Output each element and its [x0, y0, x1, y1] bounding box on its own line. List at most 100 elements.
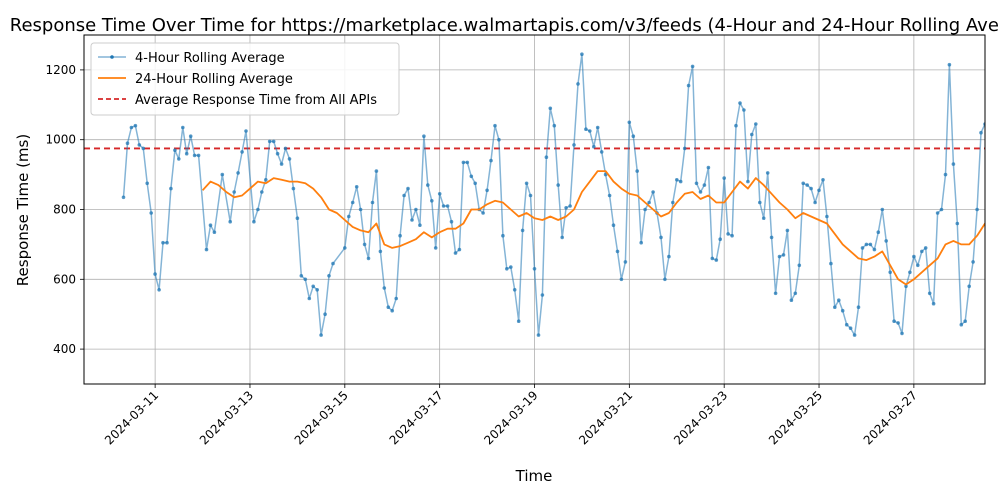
data-point-4h [552, 123, 557, 128]
data-point-4h [710, 256, 715, 261]
data-point-4h [813, 200, 817, 205]
data-point-4h [785, 228, 790, 233]
data-point-4h [169, 186, 173, 191]
data-point-4h [271, 139, 276, 144]
data-point-4h [607, 193, 612, 198]
data-point-4h [422, 134, 426, 138]
data-point-4h [382, 286, 387, 290]
data-point-4h [754, 122, 758, 126]
data-point-4h [485, 188, 489, 193]
data-point-4h [497, 137, 501, 142]
data-point-4h [667, 254, 671, 259]
data-point-4h [576, 82, 580, 86]
data-point-4h [833, 305, 837, 310]
data-point-4h [592, 144, 596, 149]
data-point-4h [927, 291, 932, 296]
data-point-4h [520, 228, 525, 233]
data-point-4h [441, 204, 446, 208]
series-24h-line [201, 170, 985, 286]
data-point-4h [536, 333, 541, 337]
data-point-4h [856, 305, 861, 310]
data-point-4h [208, 223, 213, 227]
data-point-4h [647, 200, 651, 205]
data-point-4h [524, 181, 529, 186]
data-point-4h [588, 129, 592, 133]
data-point-4h [844, 322, 849, 327]
data-point-4h [236, 171, 240, 175]
data-point-4h [347, 214, 351, 219]
data-point-4h [904, 284, 908, 289]
data-point-4h [837, 298, 841, 303]
data-point-4h [437, 192, 442, 196]
data-point-4h [177, 157, 181, 161]
data-point-4h [370, 200, 375, 205]
data-point-4h [805, 183, 809, 187]
y-tick-label: 800 [53, 203, 76, 217]
data-point-4h [260, 190, 264, 194]
data-point-4h [410, 218, 414, 222]
data-point-4h [951, 162, 956, 166]
data-point-4h [544, 155, 549, 159]
data-point-4h [366, 256, 371, 261]
data-point-4h [714, 258, 719, 262]
data-point-4h [192, 153, 197, 158]
series-24h-rolling-average [201, 170, 985, 286]
data-point-4h [331, 261, 335, 266]
legend-box [90, 42, 400, 116]
data-point-4h [275, 151, 280, 156]
data-point-4h [809, 186, 813, 191]
data-point-4h [303, 277, 308, 282]
data-point-4h [406, 186, 410, 191]
data-point-4h [908, 270, 912, 275]
data-point-4h [694, 181, 699, 186]
data-point-4h [627, 120, 632, 125]
data-point-4h [418, 223, 422, 227]
data-point-4h [797, 263, 802, 268]
data-point-4h [125, 141, 130, 145]
data-point-4h [892, 319, 896, 324]
data-point-4h [173, 148, 177, 152]
data-point-4h [564, 206, 568, 210]
data-point-4h [698, 190, 703, 194]
data-point-4h [730, 233, 734, 238]
data-point-4h [129, 125, 134, 130]
data-point-4h [165, 240, 169, 245]
data-point-4h [307, 296, 312, 301]
data-point-4h [256, 207, 260, 212]
data-point-4h [896, 321, 900, 325]
data-point-4h [311, 284, 316, 289]
data-point-4h [920, 249, 924, 254]
y-tick-label: 600 [53, 272, 76, 286]
data-point-4h [971, 260, 975, 264]
legend: 4-Hour Rolling Average 24-Hour Rolling A… [90, 42, 400, 116]
data-point-4h [750, 132, 754, 137]
data-point-4h [825, 214, 829, 219]
data-point-4h [145, 181, 149, 186]
data-point-4h [540, 293, 545, 297]
data-point-4h [161, 240, 165, 245]
data-point-4h [354, 185, 359, 189]
data-point-4h [615, 249, 620, 254]
data-point-4h [912, 254, 916, 259]
chart-title: Response Time Over Time for https://mark… [10, 15, 1000, 36]
data-point-4h [678, 179, 683, 184]
data-point-4h [595, 125, 600, 130]
data-point-4h [350, 200, 355, 205]
data-point-4h [619, 277, 624, 282]
data-point-4h [457, 247, 462, 252]
data-point-4h [738, 101, 742, 105]
data-point-4h [840, 308, 845, 313]
data-point-4h [212, 230, 217, 234]
data-point-4h [643, 207, 647, 212]
data-point-4h [560, 235, 564, 240]
data-point-4h [461, 160, 466, 165]
data-point-4h [975, 207, 979, 212]
data-point-4h [623, 260, 628, 264]
data-point-4h [979, 130, 983, 135]
data-point-4h [659, 235, 663, 240]
data-point-4h [299, 274, 304, 278]
data-point-4h [852, 333, 857, 337]
data-point-4h [686, 83, 691, 88]
data-point-4h [651, 190, 655, 194]
